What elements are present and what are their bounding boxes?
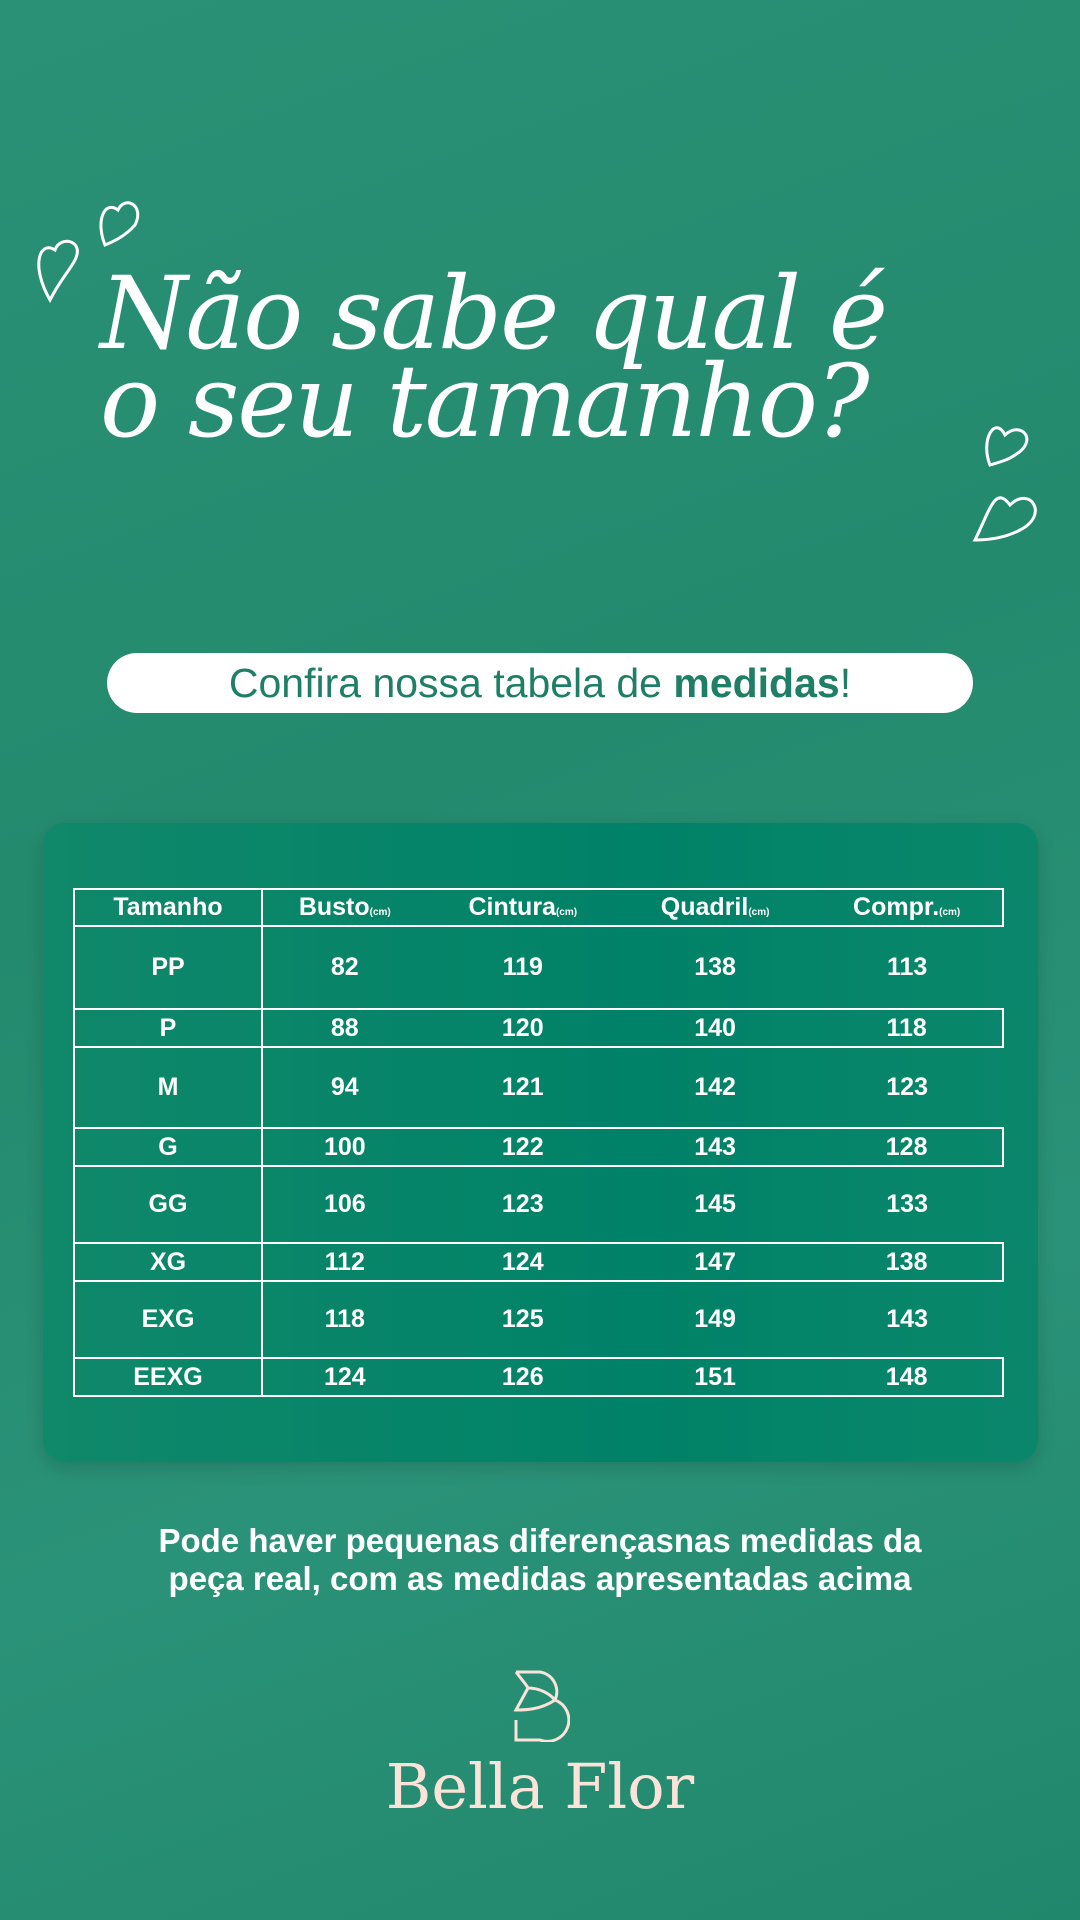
table-row: M 94 121 142 123	[73, 1046, 1003, 1129]
measurement-cell: 149	[694, 1305, 736, 1333]
table-row: GG 106 123 145 133	[73, 1165, 1003, 1244]
size-label-cell: M	[73, 1046, 263, 1129]
column-header-label: Compr.	[853, 893, 940, 921]
column-header-unit: (cm)	[369, 907, 391, 918]
banner-suffix: !	[839, 659, 852, 706]
measurement-cell: 138	[811, 1242, 1004, 1282]
measurement-cell: 145	[694, 1190, 736, 1218]
banner-bold-text: medidas	[673, 659, 840, 706]
measurement-cell: 142	[694, 1073, 736, 1101]
measurement-cell: 143	[618, 1127, 812, 1167]
measurement-cell: 106	[323, 1190, 366, 1218]
measurement-cell: 124	[426, 1242, 619, 1282]
measurement-cell: 118	[324, 1305, 365, 1333]
measurement-cell: 119	[502, 953, 543, 981]
column-header-unit: (cm)	[555, 907, 578, 918]
measurement-cell: 151	[618, 1357, 812, 1397]
size-label-cell: EEXG	[73, 1357, 263, 1397]
headline-line-1: Não sabe qual é	[100, 255, 888, 372]
column-header-unit: (cm)	[939, 907, 961, 918]
column-header-unit: (cm)	[748, 907, 770, 918]
measurement-cell: 143	[886, 1305, 928, 1333]
measurement-cell: 148	[811, 1357, 1004, 1397]
measurement-cell: 128	[811, 1127, 1004, 1167]
measurement-cell: 122	[426, 1127, 619, 1167]
table-row: P 88 120 140 118	[73, 1008, 1004, 1048]
table-row: EEXG 124 126 151 148	[73, 1357, 1004, 1397]
measurement-cell: 126	[426, 1357, 619, 1397]
measurement-cell: 88	[262, 1008, 427, 1048]
size-table: Tamanho Busto(cm) Cintura(cm) Quadril(cm) Co…	[73, 888, 1004, 1397]
measurement-cell: 120	[426, 1008, 619, 1048]
headline: Não sabe qual é o seu tamanho?	[100, 255, 1000, 460]
hearts-icon	[972, 426, 1037, 542]
measurement-cell: 147	[618, 1242, 812, 1282]
headline-line-2: o seu tamanho?	[100, 343, 870, 460]
table-row: EXG 118 125 149 143	[73, 1280, 1003, 1359]
measurement-cell: 113	[886, 953, 928, 981]
column-header: Busto(cm)	[262, 888, 427, 927]
size-label-cell: PP	[73, 925, 263, 1010]
measurement-cell: 94	[330, 1073, 359, 1101]
measurement-cell: 118	[811, 1008, 1004, 1048]
column-header: Compr.(cm)	[811, 888, 1004, 927]
table-row: XG 112 124 147 138	[73, 1242, 1004, 1282]
brand-name: Bella Flor	[385, 1750, 695, 1823]
disclaimer: Pode haver pequenas diferençasnas medida…	[0, 1522, 1080, 1598]
column-header: Cintura(cm)	[426, 888, 619, 927]
measurement-cell: 125	[501, 1305, 544, 1333]
measurement-cell: 138	[694, 953, 736, 981]
column-header-label: Busto	[298, 893, 370, 921]
measurement-cell: 133	[886, 1190, 928, 1218]
column-header-label: Tamanho	[113, 893, 223, 921]
size-label-cell: EXG	[73, 1280, 263, 1359]
size-label-cell: P	[73, 1008, 263, 1048]
measurement-cell: 123	[501, 1190, 544, 1218]
size-label-cell: XG	[73, 1242, 263, 1282]
hearts-icon	[37, 201, 140, 304]
table-row: PP 82 119 138 113	[73, 925, 1003, 1010]
measurement-cell: 112	[262, 1242, 427, 1282]
measurement-cell: 121	[501, 1073, 544, 1101]
measurement-cell: 124	[262, 1357, 427, 1397]
size-label-cell: G	[73, 1127, 263, 1167]
bella-flor-logo-icon	[513, 1670, 570, 1742]
measurement-cell: 140	[618, 1008, 812, 1048]
measurement-cell: 82	[330, 953, 359, 981]
measurement-cell: 123	[886, 1073, 928, 1101]
column-header: Tamanho	[73, 888, 263, 927]
column-header: Quadril(cm)	[618, 888, 812, 927]
column-header-label: Quadril	[660, 893, 749, 921]
table-row: G 100 122 143 128	[73, 1127, 1004, 1167]
measurement-cell: 100	[262, 1127, 427, 1167]
disclaimer-line-1: Pode haver pequenas diferençasnas medida…	[158, 1522, 922, 1559]
disclaimer-line-2: peça real, com as medidas apresentadas a…	[168, 1560, 912, 1597]
size-chart-banner: Confira nossa tabela de medidas!	[107, 653, 973, 713]
banner-text: Confira nossa tabela de	[228, 659, 674, 706]
size-label-cell: GG	[73, 1165, 263, 1244]
column-header-label: Cintura	[468, 893, 556, 921]
